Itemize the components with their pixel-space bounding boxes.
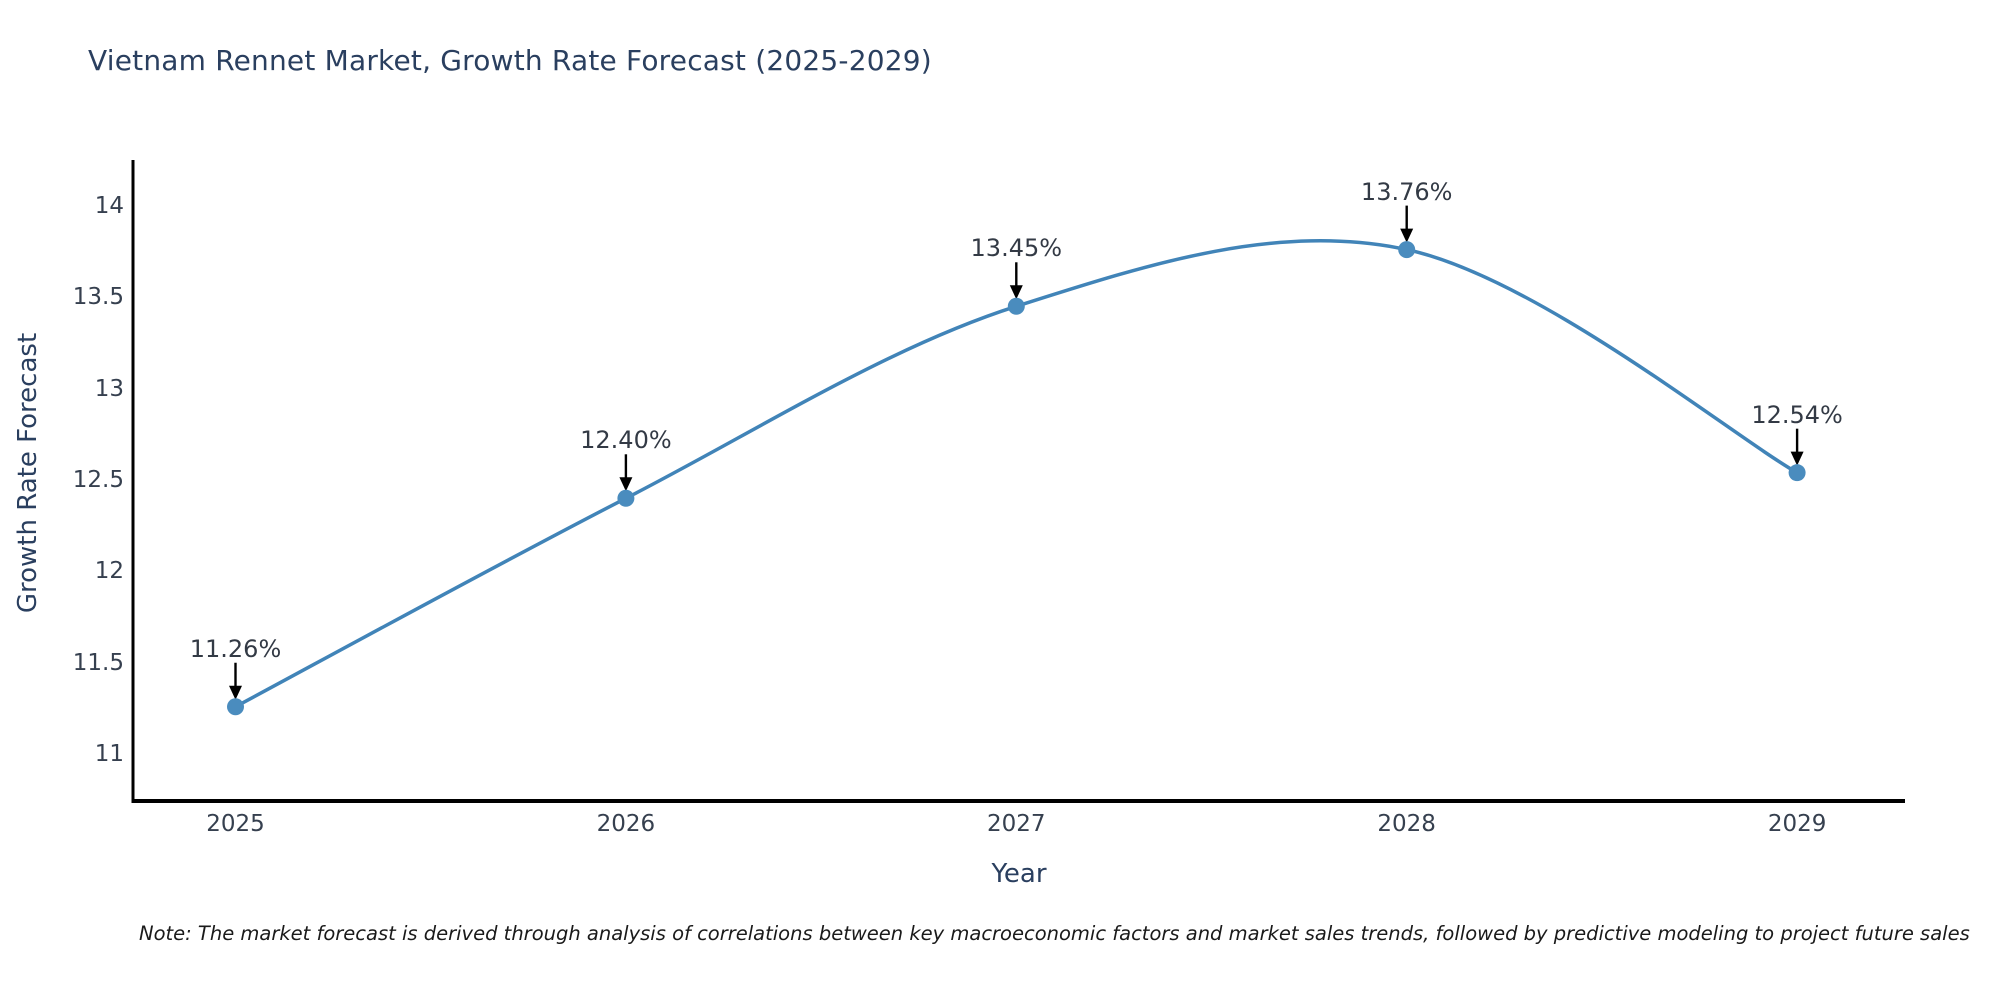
x-tick-label: 2028 bbox=[1377, 811, 1436, 837]
y-tick-label: 12 bbox=[94, 558, 124, 585]
x-tick-label: 2026 bbox=[596, 811, 656, 837]
annotation-arrowhead bbox=[1400, 228, 1414, 243]
point-label: 13.45% bbox=[970, 234, 1063, 263]
y-axis-title: Growth Rate Forecast bbox=[13, 332, 43, 614]
y-tick-label: 13.5 bbox=[72, 284, 124, 311]
data-point-marker bbox=[1788, 464, 1806, 482]
point-label: 13.76% bbox=[1360, 177, 1453, 206]
x-tick-label: 2025 bbox=[206, 811, 265, 837]
y-tick-label: 11 bbox=[94, 741, 124, 768]
y-tick-label: 12.5 bbox=[72, 467, 124, 493]
x-tick-label: 2029 bbox=[1767, 811, 1827, 837]
data-point-marker bbox=[227, 698, 244, 716]
point-label: 12.40% bbox=[580, 426, 672, 455]
x-axis-title: Year bbox=[991, 859, 1047, 889]
annotation-arrowhead bbox=[619, 477, 633, 492]
annotation-arrowhead bbox=[1790, 451, 1804, 466]
chart-title: Vietnam Rennet Market, Growth Rate Forec… bbox=[88, 44, 932, 77]
point-label: 12.54% bbox=[1751, 400, 1843, 429]
annotation-arrowhead bbox=[229, 685, 242, 700]
annotation-arrowhead bbox=[1009, 285, 1023, 300]
x-tick-label: 2027 bbox=[987, 811, 1046, 837]
y-tick-label: 14 bbox=[94, 192, 124, 219]
footnote: Note: The market forecast is derived thr… bbox=[139, 922, 1970, 945]
data-point-marker bbox=[1007, 297, 1025, 315]
data-point-marker bbox=[617, 489, 635, 507]
y-tick-label: 13 bbox=[94, 375, 124, 402]
point-label: 11.26% bbox=[189, 634, 282, 663]
y-tick-label: 11.5 bbox=[72, 649, 124, 676]
data-point-marker bbox=[1398, 241, 1416, 259]
